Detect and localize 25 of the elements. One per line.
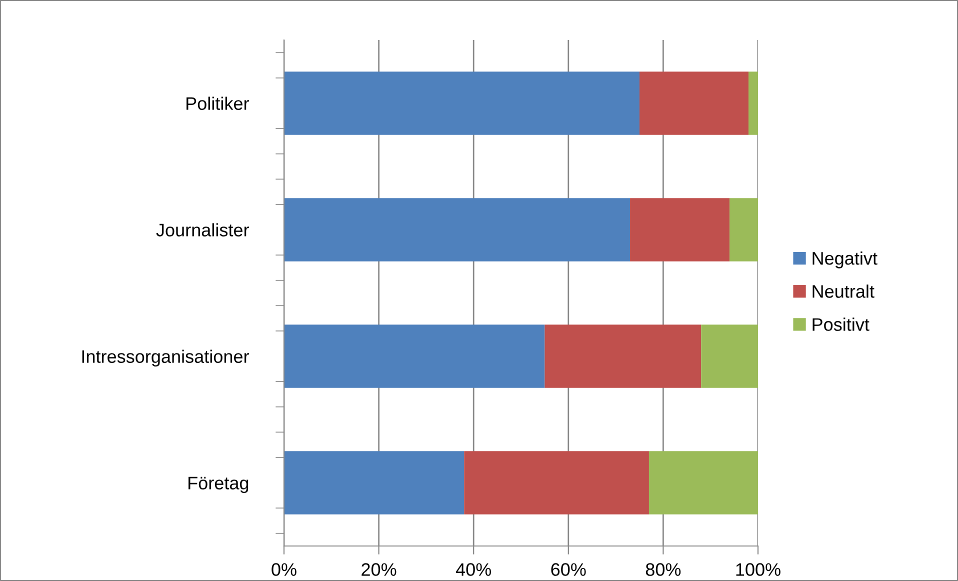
- bar: [630, 198, 730, 262]
- bar: [640, 72, 749, 135]
- bar: [284, 198, 630, 262]
- bar: [284, 451, 464, 514]
- bar: [284, 72, 640, 135]
- bar: [730, 198, 758, 262]
- y-tick-label: Journalister: [156, 223, 249, 236]
- legend-label: Positivt: [812, 318, 870, 331]
- y-tick-label: Politiker: [186, 96, 249, 110]
- x-tick-label: 40%: [456, 563, 492, 576]
- legend-label: Negativt: [812, 252, 878, 268]
- x-tick-label: 0%: [272, 563, 296, 576]
- bar: [284, 324, 545, 388]
- bar: [701, 324, 758, 388]
- y-tick-label: Intressorganisationer: [82, 350, 249, 367]
- x-tick-label: 60%: [551, 563, 586, 576]
- y-tick-label: Företag: [188, 476, 248, 494]
- bar: [648, 451, 758, 514]
- bar: [748, 72, 758, 135]
- x-tick-label: 100%: [736, 563, 780, 576]
- bar: [464, 451, 649, 514]
- bar: [544, 324, 702, 388]
- x-tick-label: 80%: [646, 563, 681, 576]
- x-tick-label: 20%: [362, 563, 396, 576]
- legend-label: Neutralt: [812, 284, 874, 298]
